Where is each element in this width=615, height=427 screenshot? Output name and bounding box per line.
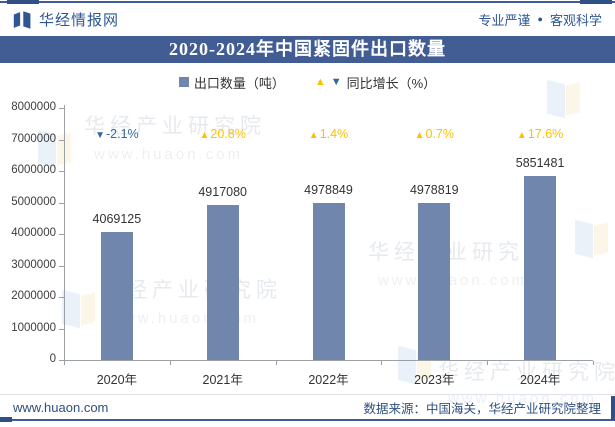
y-axis-tick — [59, 202, 64, 204]
chart-legend: 出口数量（吨） ▲ ▼ 同比增长（%） — [0, 73, 615, 91]
bottom-right-accent — [611, 396, 615, 420]
y-tick-label: 5000000 — [11, 195, 56, 208]
growth-value: 0.7% — [425, 127, 455, 141]
brand-logo-icon — [13, 10, 32, 29]
bar — [524, 175, 557, 360]
y-tick-label: 1000000 — [11, 321, 56, 334]
y-axis-tick — [59, 171, 64, 172]
footer: www.huaon.com 数据来源：中国海关，华经产业研究院整理 — [0, 396, 615, 418]
growth-label: ▲0.7% — [384, 127, 484, 141]
x-axis-tick — [275, 361, 277, 365]
y-axis-tick — [59, 265, 64, 267]
bar-value-label: 5851481 — [515, 155, 565, 170]
tagline-left: 专业严谨 — [478, 13, 531, 28]
legend-item-export-volume: 出口数量（吨） — [178, 73, 285, 92]
top-right-accent — [580, 0, 612, 4]
bar — [418, 203, 451, 360]
brand: 华经情报网 — [13, 9, 119, 30]
bar — [206, 205, 239, 360]
growth-value: 17.6% — [527, 127, 564, 141]
x-axis-line — [64, 360, 593, 361]
bar — [312, 203, 345, 360]
growth-value: 1.4% — [319, 127, 349, 141]
y-axis-tick — [59, 234, 64, 235]
y-tick-label: 0 — [49, 353, 56, 365]
growth-label: ▲17.6% — [490, 127, 590, 141]
tagline-separator-dot: ● — [537, 14, 543, 24]
brand-name: 华经情报网 — [39, 12, 120, 29]
bar-value-label: 4978849 — [304, 183, 353, 198]
top-border-line — [0, 1, 615, 3]
footer-site-url: www.huaon.com — [13, 399, 109, 415]
growth-label: ▼-2.1% — [67, 127, 167, 141]
up-triangle-icon: ▲ — [414, 130, 425, 141]
y-axis-tick — [59, 108, 64, 109]
top-left-accent — [7, 0, 39, 4]
up-triangle-icon: ▲ — [199, 130, 210, 141]
tagline-right: 客观科学 — [549, 13, 602, 28]
bottom-border-line — [0, 419, 615, 421]
watermark-text: 华经产业研究院 www.huaon.com — [368, 241, 550, 289]
y-axis-tick — [59, 139, 64, 141]
down-triangle-icon: ▼ — [95, 130, 106, 141]
bar-value-label: 4978819 — [409, 183, 459, 198]
y-tick-label: 7000000 — [11, 132, 56, 145]
x-axis-tick — [593, 361, 594, 365]
y-tick-label: 3000000 — [11, 258, 56, 271]
y-tick-label: 6000000 — [11, 164, 56, 176]
legend-down-triangle-icon: ▼ — [330, 75, 342, 88]
x-tick-label: 2021年 — [202, 373, 243, 387]
legend-item-growth: ▲ ▼ 同比增长（%） — [315, 73, 436, 92]
x-tick-label: 2022年 — [308, 373, 349, 387]
y-tick-label: 4000000 — [11, 227, 56, 239]
up-triangle-icon: ▲ — [308, 130, 319, 141]
growth-value: 20.8% — [210, 127, 246, 141]
x-tick-label: 2024年 — [519, 373, 561, 387]
bottom-left-accent — [0, 417, 12, 422]
x-axis-tick — [64, 361, 65, 365]
footer-separator — [0, 394, 615, 395]
y-axis-tick — [59, 297, 64, 298]
legend-up-triangle-icon: ▲ — [314, 75, 326, 88]
legend-bar-swatch — [178, 77, 189, 87]
growth-label: ▲20.8% — [173, 127, 273, 141]
bar-value-label: 4069125 — [92, 211, 142, 226]
legend-bar-label: 出口数量（吨） — [193, 75, 285, 91]
x-tick-label: 2020年 — [96, 373, 138, 387]
y-axis-tick — [59, 328, 64, 330]
x-axis-tick — [381, 361, 383, 365]
bar-value-label: 4917080 — [198, 185, 248, 200]
y-axis-tick — [59, 360, 64, 361]
footer-data-source: 数据来源：中国海关，华经产业研究院整理 — [363, 401, 601, 416]
x-axis-tick — [487, 361, 489, 365]
header: 华经情报网 专业严谨 ● 客观科学 — [0, 4, 615, 35]
x-tick-label: 2023年 — [414, 373, 455, 387]
chart-title: 2020-2024年中国紧固件出口数量 — [0, 36, 615, 63]
bar — [100, 231, 133, 360]
y-tick-label: 2000000 — [11, 290, 56, 302]
x-axis-tick — [169, 361, 171, 365]
up-triangle-icon: ▲ — [516, 130, 527, 141]
growth-value: -2.1% — [106, 127, 139, 141]
legend-growth-label: 同比增长（%） — [346, 75, 437, 91]
header-tagline: 专业严谨 ● 客观科学 — [479, 10, 602, 29]
y-axis-line — [64, 105, 65, 360]
growth-label: ▲1.4% — [279, 127, 379, 141]
y-tick-label: 8000000 — [11, 101, 56, 113]
